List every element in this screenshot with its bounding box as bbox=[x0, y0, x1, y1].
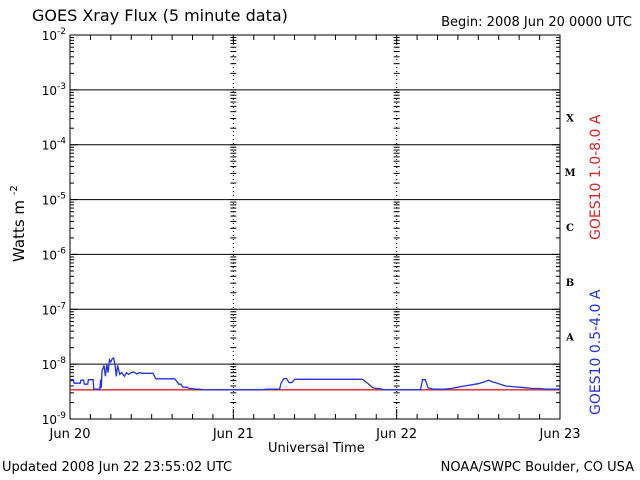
y-tick-label: 10-6 bbox=[42, 246, 67, 262]
begin-time: Begin: 2008 Jun 20 0000 UTC bbox=[441, 15, 632, 30]
y-tick-label: 10-5 bbox=[42, 192, 66, 208]
flare-class-label: C bbox=[566, 223, 574, 234]
chart-title: GOES Xray Flux (5 minute data) bbox=[32, 6, 288, 25]
legend-entry: GOES10 1.0-8.0 A bbox=[588, 114, 604, 240]
y-tick-label: 10-2 bbox=[42, 27, 66, 43]
flare-class-labels: A B C M X bbox=[564, 113, 575, 343]
horizontal-grid bbox=[70, 89, 560, 365]
x-tick-label: Jun 23 bbox=[539, 427, 581, 442]
y-ticks: 10-9 10-8 10-7 10-6 10-5 10-4 10-3 10-2 bbox=[42, 27, 560, 427]
y-axis-label-sup: -2 bbox=[9, 185, 20, 195]
y-tick-label: 10-7 bbox=[42, 301, 66, 317]
flare-class-label: X bbox=[566, 113, 574, 124]
y-tick-label: 10-8 bbox=[42, 356, 67, 372]
legend-entry: GOES10 0.5-4.0 A bbox=[588, 289, 604, 415]
y-axis-label-text: Watts m bbox=[10, 200, 28, 262]
y-tick-label: 10-4 bbox=[42, 137, 67, 153]
x-tick-label: Jun 20 bbox=[49, 427, 91, 442]
y-tick-label: 10-9 bbox=[42, 411, 67, 427]
y-tick-label: 10-3 bbox=[42, 82, 66, 98]
flare-class-label: A bbox=[565, 333, 574, 344]
series-line-short bbox=[70, 356, 560, 391]
series-lines bbox=[70, 356, 560, 391]
x-axis-label: Universal Time bbox=[268, 441, 365, 456]
flare-class-label: B bbox=[566, 278, 574, 289]
flare-class-label: M bbox=[564, 168, 575, 179]
legend: GOES10 1.0-8.0 A GOES10 0.5-4.0 A bbox=[588, 114, 604, 415]
plot-frame bbox=[69, 34, 561, 420]
y-axis-label: Watts m -2 bbox=[9, 185, 28, 262]
updated-timestamp: Updated 2008 Jun 22 23:55:02 UTC bbox=[2, 460, 233, 475]
vertical-grid bbox=[230, 35, 400, 420]
x-tick-label: Jun 21 bbox=[212, 427, 254, 442]
credit-line: NOAA/SWPC Boulder, CO USA bbox=[440, 460, 634, 475]
x-tick-label: Jun 22 bbox=[375, 427, 417, 442]
x-ticks: Jun 20 Jun 21 Jun 22 Jun 23 bbox=[49, 35, 581, 442]
